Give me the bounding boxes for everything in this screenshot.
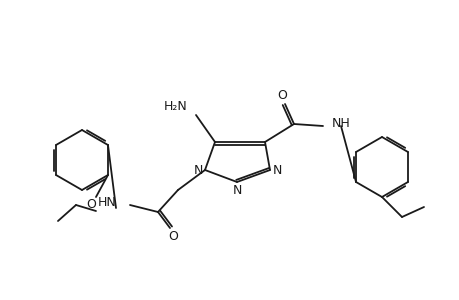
Text: O: O [86, 199, 96, 212]
Text: HN: HN [98, 196, 117, 208]
Text: O: O [276, 88, 286, 101]
Text: N: N [193, 164, 202, 176]
Text: O: O [168, 230, 178, 244]
Text: N: N [272, 164, 281, 176]
Text: N: N [232, 184, 241, 196]
Text: NH: NH [331, 116, 350, 130]
Text: H₂N: H₂N [164, 100, 188, 112]
